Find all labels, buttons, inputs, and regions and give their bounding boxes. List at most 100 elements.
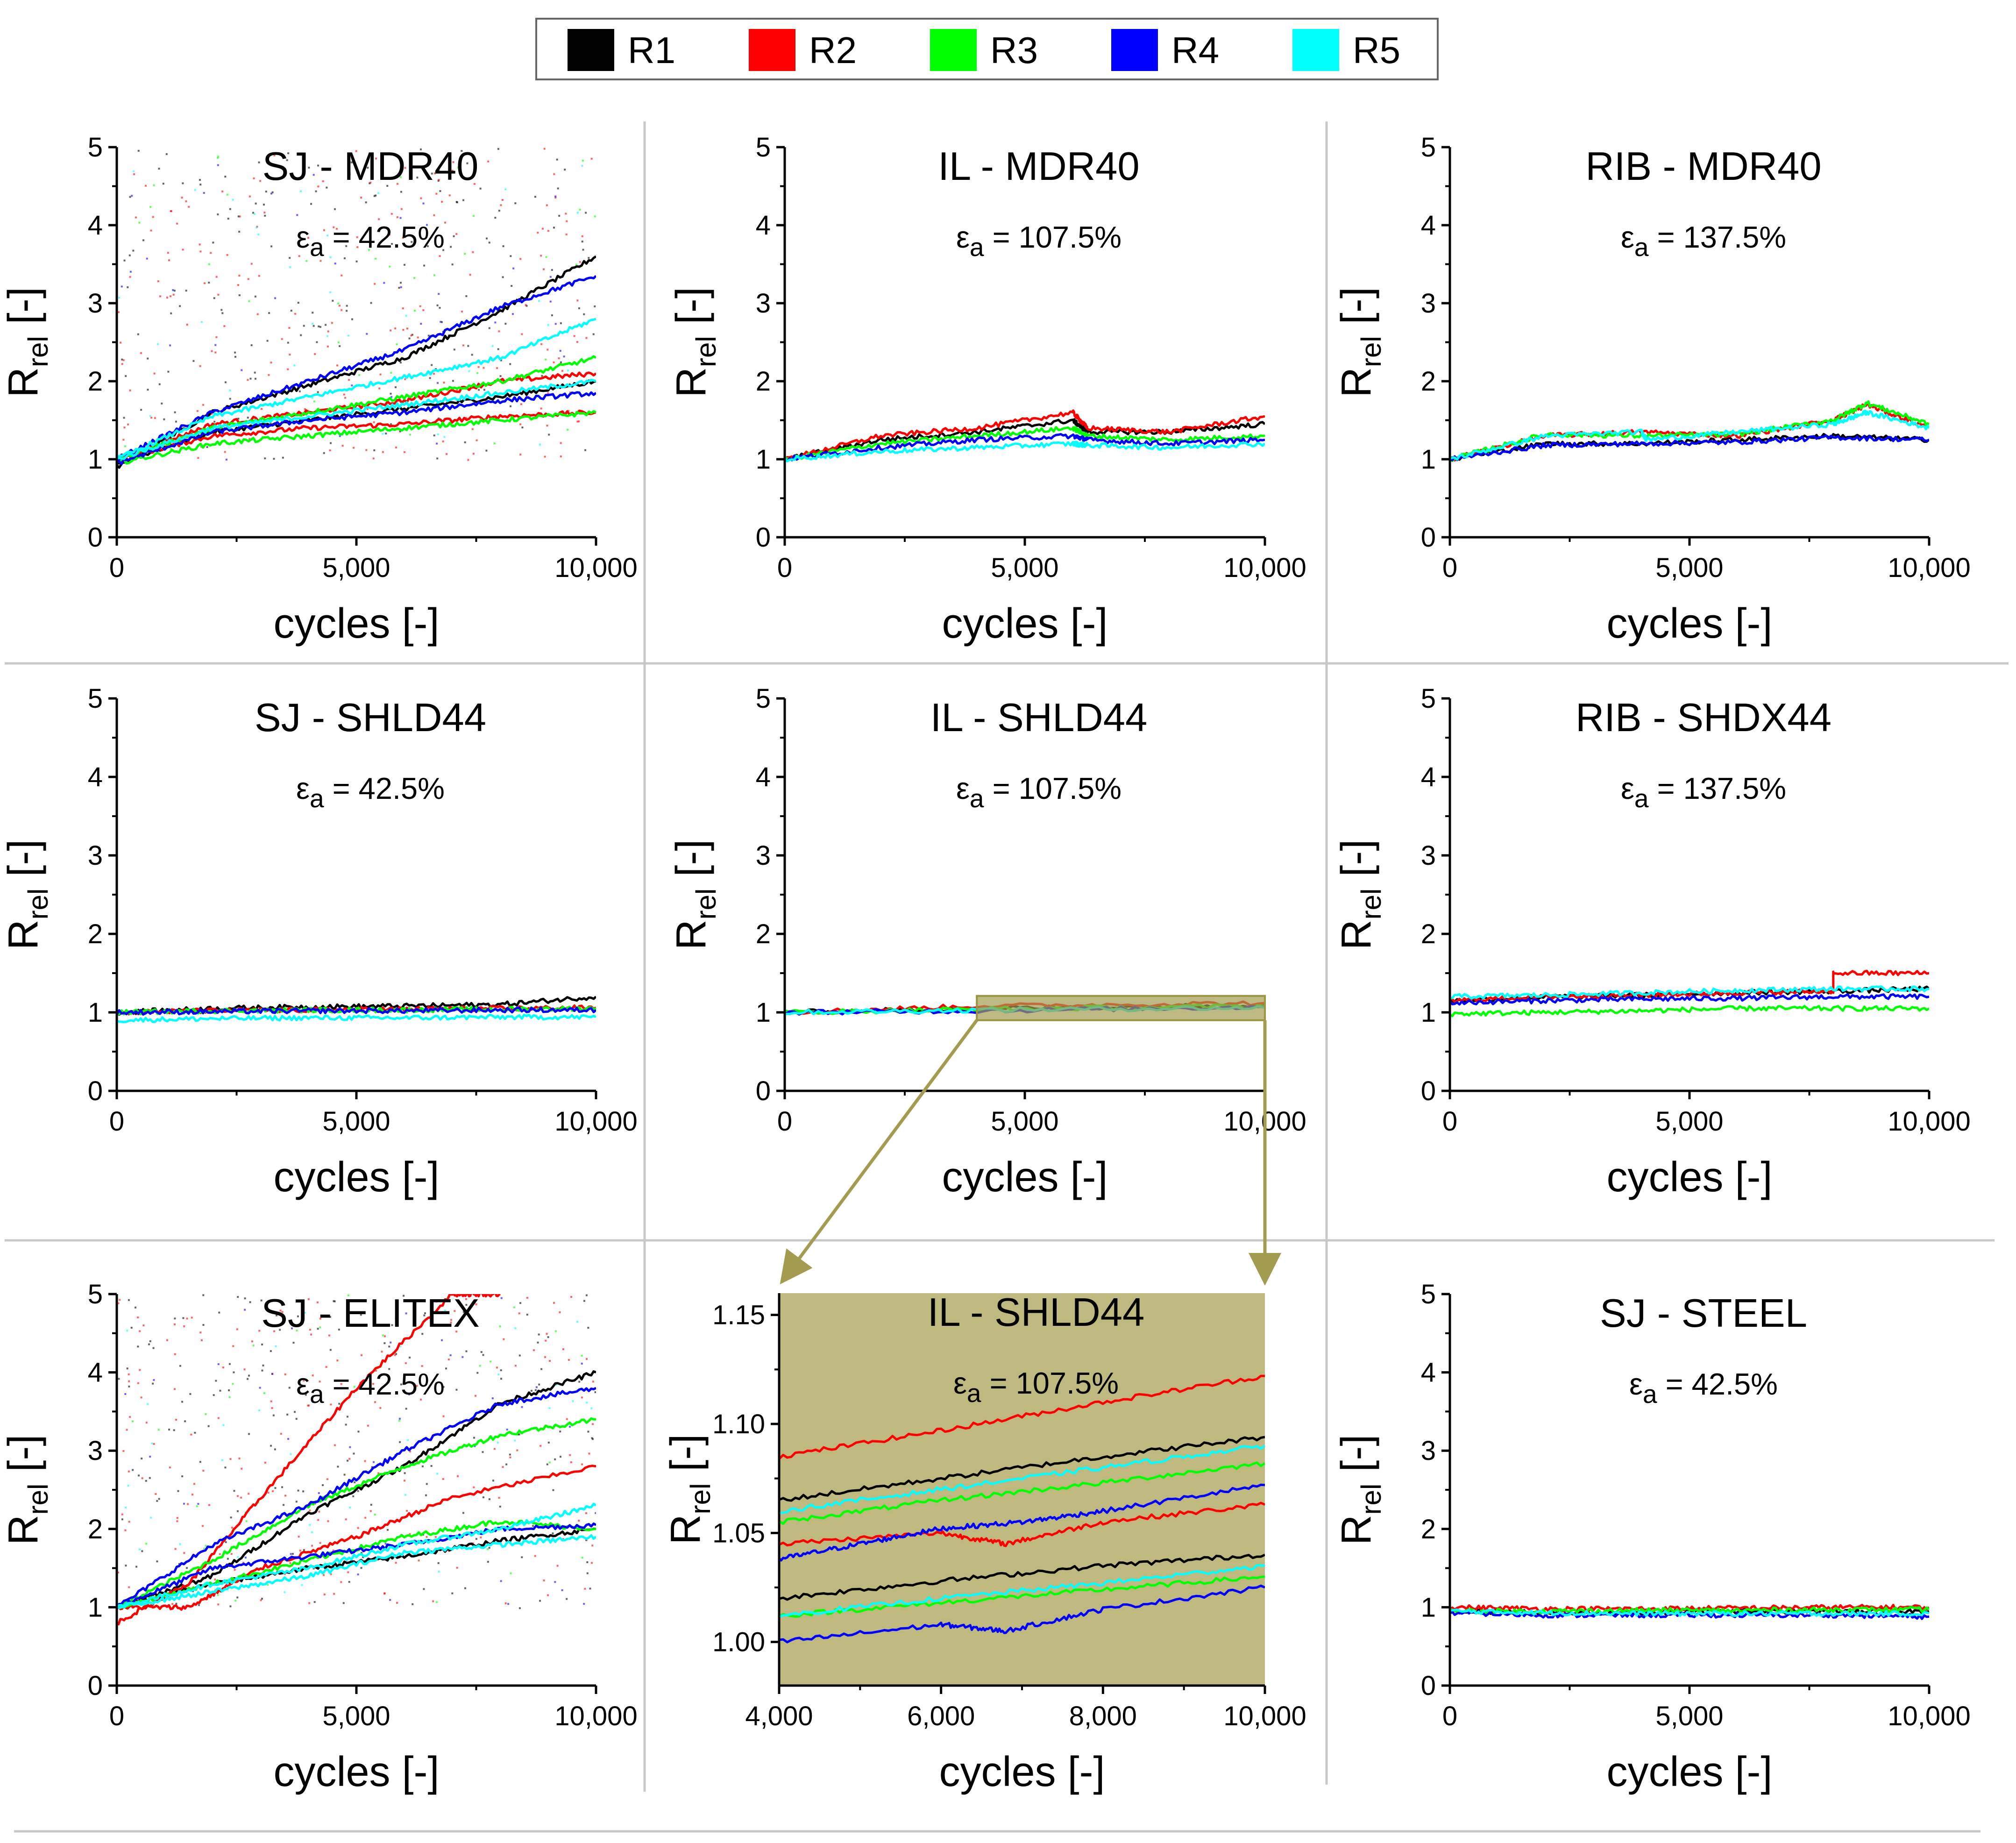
x-tick-label: 5,000: [1655, 553, 1723, 583]
noise-dot: [440, 321, 443, 323]
noise-dot: [566, 1418, 568, 1420]
noise-dot: [498, 1497, 500, 1499]
noise-dot: [388, 1368, 390, 1370]
noise-dot: [183, 1552, 185, 1554]
noise-dot: [502, 1466, 504, 1468]
noise-dot: [409, 1356, 411, 1359]
legend-label-r2: R2: [809, 29, 857, 71]
noise-dot: [421, 1333, 424, 1335]
noise-dot: [406, 327, 409, 330]
chart-panel: 1.00 1.05 1.10 1.15 4,000 6,000 8,000 10,000 cyc…: [662, 1290, 1306, 1795]
noise-dot: [405, 1408, 407, 1410]
noise-dot: [279, 1309, 282, 1312]
noise-dot: [142, 1324, 145, 1327]
noise-dot: [119, 342, 121, 344]
noise-dot: [390, 372, 392, 374]
strain-label: εa = 137.5%: [1621, 220, 1786, 262]
noise-dot: [462, 199, 465, 201]
noise-dot: [357, 1490, 359, 1492]
noise-dot: [573, 335, 575, 337]
noise-dot: [475, 1303, 477, 1306]
noise-dot: [175, 1419, 177, 1421]
noise-dot: [488, 327, 490, 329]
x-axis-label: cycles [-]: [273, 1154, 439, 1201]
noise-dot: [263, 211, 266, 213]
noise-dot: [132, 249, 135, 252]
noise-dot: [369, 181, 372, 184]
noise-dot: [182, 182, 184, 185]
noise-dot: [221, 190, 224, 192]
noise-dot: [521, 1556, 523, 1558]
noise-dot: [158, 167, 160, 170]
noise-dot: [569, 1454, 571, 1456]
noise-dot: [339, 345, 341, 347]
noise-dot: [343, 393, 345, 396]
noise-dot: [438, 293, 440, 295]
y-tick-label: 2: [1421, 1514, 1436, 1544]
x-tick-label: 5,000: [991, 1106, 1058, 1137]
noise-dot: [139, 1330, 141, 1332]
noise-dot: [270, 1445, 272, 1447]
noise-dot: [146, 257, 148, 260]
noise-dot: [248, 1433, 250, 1435]
noise-dot: [266, 340, 269, 342]
legend-label-r1: R1: [628, 29, 675, 71]
noise-dot: [367, 167, 369, 169]
noise-dot: [147, 357, 149, 360]
noise-dot: [474, 1445, 476, 1447]
noise-dot: [217, 1594, 219, 1596]
noise-dot: [560, 442, 562, 444]
noise-dot: [170, 312, 172, 314]
series-line-r4: [785, 433, 1265, 462]
noise-dot: [434, 1536, 437, 1538]
noise-dot: [403, 451, 405, 453]
noise-dot: [194, 189, 196, 191]
noise-dot: [223, 325, 226, 327]
noise-dot: [249, 377, 252, 380]
noise-dot: [389, 1599, 391, 1601]
noise-dot: [260, 1599, 262, 1601]
noise-dot: [169, 295, 171, 298]
x-tick-label: 5,000: [322, 1701, 390, 1731]
x-tick-label: 6,000: [907, 1701, 975, 1731]
y-tick-label: 2: [88, 366, 103, 397]
strain-label: εa = 42.5%: [296, 771, 445, 813]
y-tick-label: 1: [88, 997, 103, 1028]
noise-dot: [126, 1330, 128, 1332]
noise-dot: [128, 1586, 130, 1588]
noise-dot: [186, 1317, 188, 1320]
noise-dot: [248, 1374, 250, 1377]
noise-dot: [398, 287, 400, 289]
chart-title: SJ - ELITEX: [261, 1291, 480, 1336]
noise-dot: [439, 306, 441, 309]
noise-dot: [408, 1393, 410, 1395]
noise-dot: [340, 1581, 342, 1583]
x-tick-label: 10,000: [554, 1701, 637, 1731]
noise-dot: [333, 1300, 335, 1302]
noise-dot: [519, 1302, 522, 1304]
noise-dot: [581, 1362, 583, 1365]
noise-dot: [214, 344, 217, 346]
noise-dot: [258, 1409, 261, 1411]
noise-dot: [549, 300, 552, 303]
noise-dot: [585, 212, 587, 214]
noise-dot: [510, 405, 512, 407]
y-tick-label: 1.15: [712, 1300, 765, 1331]
noise-dot: [147, 389, 149, 391]
noise-dot: [438, 179, 440, 181]
noise-dot: [570, 1296, 573, 1298]
noise-dot: [444, 1309, 447, 1312]
chart-panel: 0 1 2 3 4 5 0 5,000 10,000 cycles [-] Rrel [-] IL -…: [668, 132, 1306, 647]
noise-dot: [357, 1573, 359, 1576]
noise-dot: [252, 1344, 255, 1346]
legend-box: [535, 18, 1439, 80]
noise-dot: [433, 373, 435, 375]
noise-dot: [425, 1494, 427, 1496]
noise-dot: [564, 169, 566, 171]
noise-dot: [426, 1536, 428, 1538]
noise-dot: [504, 188, 507, 191]
noise-dot: [122, 439, 125, 441]
noise-dot: [171, 1603, 174, 1605]
noise-dot: [578, 1380, 581, 1383]
